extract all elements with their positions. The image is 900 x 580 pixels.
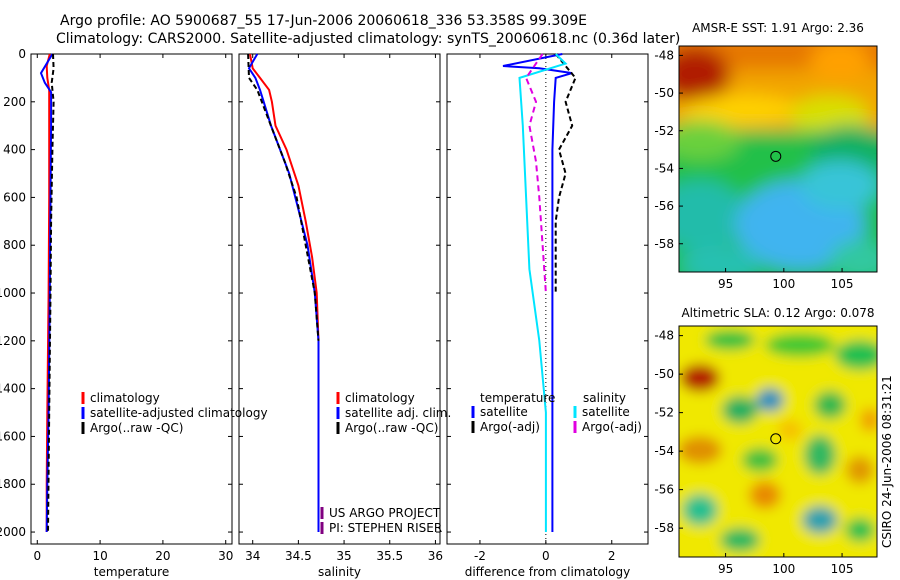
sla_map-xtick-label: 100 [772,562,795,576]
salinity-series-1 [247,53,320,532]
sst_map-xtick-label: 100 [772,277,795,291]
temperature-ytick-label: 0 [18,47,26,61]
sla-map-image [679,326,877,557]
figure-title-line2: Climatology: CARS2000. Satellite-adjuste… [56,31,680,47]
sla_map-ytick-label: -52 [654,406,674,420]
salinity-legend-label: Argo(..raw -QC) [345,421,438,435]
difference-xlabel: difference from climatology [465,565,631,579]
sst_map-ytick-label: -52 [654,124,674,138]
salinity-profile-axes: 34 34.5 35 35.5 36 salinity climatologysatelli… [238,53,451,579]
difference-series-3 [524,53,547,294]
sst-map-image [679,46,877,272]
sst_map-ytick-label: -56 [654,199,674,213]
sla-map-title: Altimetric SLA: 0.12 Argo: 0.078 [681,306,874,320]
salinity-axes-frame [238,53,441,545]
difference-temperature-legend-label: satellite [480,405,528,419]
sst_map-xtick-label: 95 [718,277,733,291]
temperature-ytick-label: 600 [3,190,26,204]
salinity-xtick-label: 34.5 [285,549,312,563]
temperature-xtick-label: 0 [33,549,41,563]
sst-map-title: AMSR-E SST: 1.91 Argo: 2.36 [692,21,864,35]
project-note-legend-label: PI: STEPHEN RISER [329,521,442,535]
temperature-ytick-label: 2000 [0,525,26,539]
temperature-xtick-label: 20 [155,549,170,563]
temperature-ytick-label: 400 [3,143,26,157]
salinity-xtick-label: 34 [245,549,260,563]
sst-float-marker [770,150,782,162]
sla-map-axes: 95 100 105 -48 -50 -52 -54 -56 -58 [654,329,853,576]
temperature-xlabel: temperature [94,565,169,579]
salinity-legend-label: climatology [345,391,415,405]
sst-map-axes: 95 100 105 -48 -50 -52 -54 -56 -58 [654,48,853,291]
sst_map-ytick-label: -50 [654,86,674,100]
temperature-series-2 [47,53,55,533]
difference-legend-header-temperature: temperature [480,391,555,405]
sla_map-xtick-label: 95 [718,562,733,576]
difference-profile-axes: -2 0 2 difference from climatology temperatu… [446,53,649,579]
salinity-xtick-label: 35.5 [376,549,403,563]
salinity-legend-label: satellite adj. clim. [345,406,451,420]
sst_map-ytick-label: -48 [654,48,674,62]
sla_map-xtick-label: 105 [831,562,854,576]
difference-temperature-legend-label: Argo(-adj) [480,420,540,434]
temperature-ytick-label: 1400 [0,382,26,396]
sla_map-ytick-label: -48 [654,329,674,343]
difference-axes-frame [446,53,649,545]
figure-title-line1: Argo profile: AO 5900687_55 17-Jun-2006 … [60,13,587,29]
difference-salinity-legend-label: Argo(-adj) [582,420,642,434]
temperature-ytick-label: 1200 [0,334,26,348]
salinity-xlabel: salinity [318,565,361,579]
difference-xtick-label: 0 [542,549,550,563]
sst_map-xtick-label: 105 [831,277,854,291]
sla_map-ytick-label: -56 [654,483,674,497]
difference-xtick-label: 2 [608,549,616,563]
temperature-ytick-label: 1600 [0,429,26,443]
difference-xtick-label: -2 [474,549,486,563]
salinity-xtick-label: 36 [428,549,443,563]
temperature-legend-label: Argo(..raw -QC) [90,421,183,435]
temperature-xtick-label: 10 [92,549,107,563]
temperature-axes-frame [30,53,233,545]
project-note-legend-label: US ARGO PROJECT [329,506,441,520]
difference-salinity-legend-label: satellite [582,405,630,419]
difference-series-0 [502,53,573,532]
difference-legend-header-salinity: salinity [583,391,626,405]
csiro-timestamp: CSIRO 24-Jun-2006 08:31:21 [880,375,894,548]
sla_map-ytick-label: -58 [654,521,674,535]
temperature-legend-label: climatology [90,391,160,405]
salinity-series-0 [249,53,320,532]
temperature-ytick-label: 200 [3,95,26,109]
sst_map-ytick-label: -54 [654,161,674,175]
temperature-ytick-label: 800 [3,238,26,252]
sla_map-ytick-label: -50 [654,367,674,381]
sla-float-marker [770,433,782,445]
salinity-xtick-label: 35 [336,549,351,563]
sst_map-ytick-label: -58 [654,237,674,251]
difference-series-1 [554,53,577,293]
temperature-ytick-label: 1000 [0,286,26,300]
temperature-ytick-label: 1800 [0,477,26,491]
temperature-legend-label: satellite-adjusted climatology [90,406,268,420]
temperature-profile-axes: 0 10 20 30 0 200 400 600 800 1000 1200 1400 1600 1800… [0,47,268,579]
salinity-series-2 [247,53,320,341]
sla_map-ytick-label: -54 [654,444,674,458]
temperature-xtick-label: 30 [218,549,233,563]
difference-series-2 [518,53,568,532]
